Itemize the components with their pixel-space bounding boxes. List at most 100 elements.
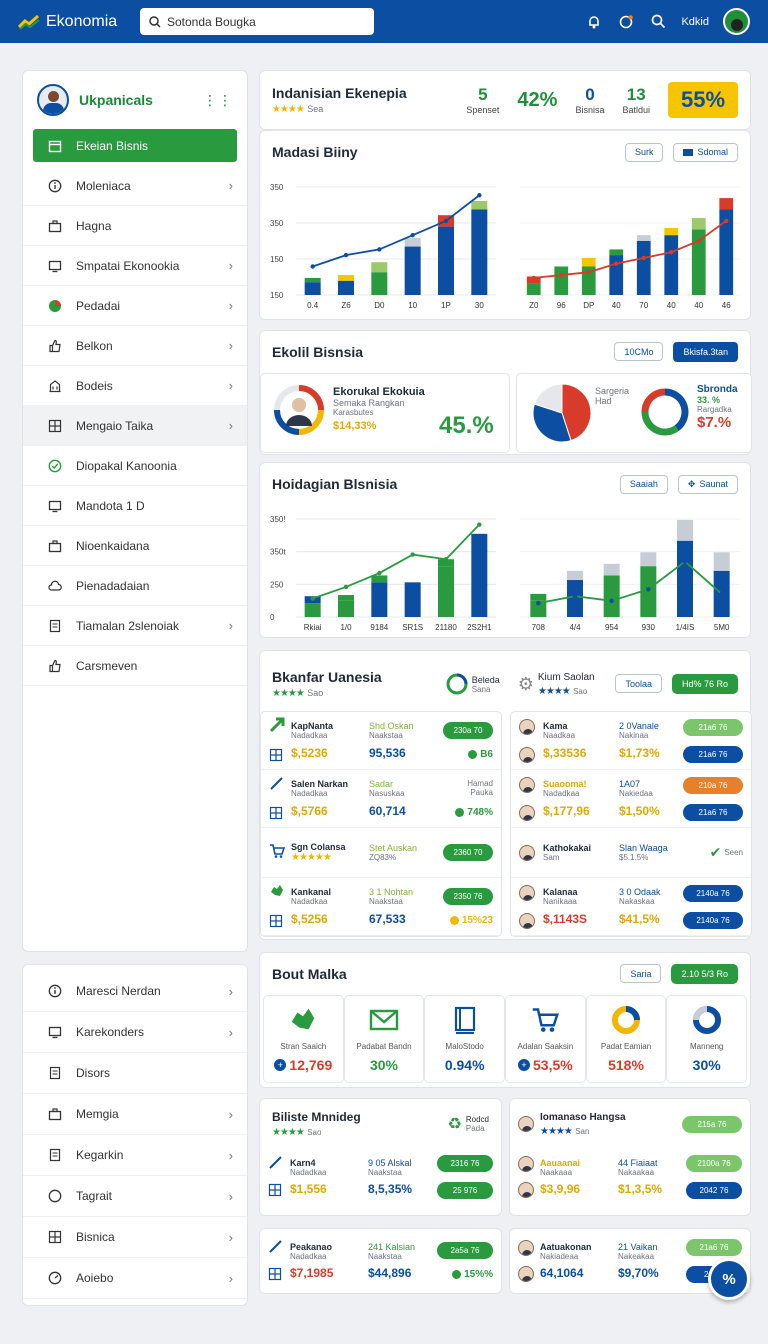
table-row[interactable]: Kalanaa Nanikaaa $,1143S 3 0 Odaak Nakaskaa $…	[511, 878, 751, 936]
bar[interactable]	[526, 283, 541, 295]
bar-segment[interactable]	[636, 235, 651, 241]
table-row[interactable]: Suaooma! Nadadkaa $,177,96 1A07 Nakiedaa $1,5…	[511, 770, 751, 828]
line-point[interactable]	[377, 247, 382, 252]
line-point[interactable]	[724, 218, 729, 224]
sidebar-item-6[interactable]: Bodeis ›	[23, 366, 247, 406]
sidebar-item-13[interactable]: Carsmeven	[23, 646, 247, 686]
table-view-button[interactable]: Toolaa	[615, 674, 662, 693]
metric-tile[interactable]: Manneng 30%	[666, 995, 748, 1083]
bar[interactable]	[530, 600, 547, 617]
avatar[interactable]	[37, 84, 69, 116]
sidebar-item-8[interactable]: Diopakal Kanoonia	[23, 446, 247, 486]
line-point[interactable]	[477, 522, 482, 527]
metric-tile[interactable]: Adalan Saaksin +53,5%	[505, 995, 586, 1083]
donut-slice[interactable]	[641, 411, 679, 436]
bar[interactable]	[304, 603, 321, 617]
table-row[interactable]: Kankanal Nadadkaa $,5256 3 1 Nohtan Naakstaa…	[261, 878, 501, 936]
line-point[interactable]	[343, 252, 349, 258]
line-point[interactable]	[377, 570, 382, 576]
user-name[interactable]: Kdkid	[681, 15, 709, 28]
bar[interactable]	[581, 266, 596, 296]
metric-tile[interactable]: Padabat Bandn 30%	[343, 995, 425, 1083]
lower-right-pill[interactable]: 215a 76	[682, 1115, 742, 1133]
pie-slice[interactable]	[561, 383, 592, 442]
bar[interactable]	[338, 600, 354, 617]
row-pill-a[interactable]: 2140a 76	[683, 884, 743, 902]
bar[interactable]	[471, 533, 488, 617]
sidebar-item-1[interactable]: Moleniaca ›	[23, 166, 247, 206]
bar[interactable]	[371, 272, 388, 295]
pie-slice[interactable]	[532, 403, 572, 443]
biz-action-button[interactable]: Bkisfa.3tan	[673, 342, 738, 362]
tiles-action-button[interactable]: 2.10 5/3 Ro	[671, 964, 738, 984]
sidebar-secondary-item-3[interactable]: Memgia ›	[23, 1094, 247, 1135]
row-pill-a[interactable]: 2100a 76	[686, 1155, 742, 1172]
table-action-button[interactable]: Hd% 76 Ro	[671, 674, 738, 694]
bar[interactable]	[719, 209, 734, 296]
bar[interactable]	[567, 580, 583, 617]
chart3-sort-button[interactable]: ✥ Saunat	[677, 474, 738, 494]
row-pill-b[interactable]: 2042 76	[686, 1182, 742, 1199]
row-pill[interactable]: 2360 70	[443, 844, 493, 861]
sidebar-item-0[interactable]: Ekeian Bisnis	[33, 129, 237, 162]
line-point[interactable]	[559, 272, 564, 278]
line-point[interactable]	[614, 261, 619, 266]
row-pill-a[interactable]: 21a6 76	[683, 718, 743, 736]
line-point[interactable]	[343, 584, 349, 590]
bar[interactable]	[371, 582, 388, 617]
line-point[interactable]	[410, 552, 415, 557]
sidebar-secondary-item-4[interactable]: Kegarkin ›	[23, 1135, 247, 1176]
bar[interactable]	[404, 582, 421, 617]
tiles-filter-button[interactable]: Saria	[620, 964, 662, 983]
bar[interactable]	[664, 235, 679, 295]
bar-segment[interactable]	[719, 198, 734, 210]
row-pill-a[interactable]: 2a5a 76	[437, 1242, 493, 1259]
chart3-filter-button[interactable]: Saaiah	[619, 474, 668, 494]
list-item[interactable]: Karn4 Nadadkaa $1,556 9 05 Alskal Naakstaa 8,…	[260, 1149, 501, 1205]
bar-segment[interactable]	[371, 262, 388, 273]
refresh-icon[interactable]	[617, 13, 635, 31]
bar[interactable]	[677, 540, 693, 617]
bar-segment[interactable]	[713, 552, 730, 571]
bar-segment[interactable]	[567, 570, 583, 581]
bar[interactable]	[471, 209, 488, 296]
line-point[interactable]	[646, 587, 651, 592]
bar-segment[interactable]	[471, 200, 488, 210]
sidebar-item-2[interactable]: Hagna	[23, 206, 247, 246]
sidebar-item-9[interactable]: Mandota 1 D	[23, 486, 247, 526]
search-input[interactable]	[167, 14, 357, 29]
app-logo[interactable]: Ekonomia	[18, 13, 140, 31]
row-pill-b[interactable]: 21a6 76	[683, 803, 743, 821]
line-point[interactable]	[410, 232, 415, 238]
line-point[interactable]	[682, 559, 688, 564]
metric-tile[interactable]: Padat Eamian 518%	[585, 995, 667, 1083]
bar-segment[interactable]	[554, 266, 569, 276]
bar-segment[interactable]	[404, 238, 421, 247]
row-pill[interactable]: 2350 76	[443, 887, 493, 905]
row-pill-b[interactable]: 2140a 76	[683, 911, 743, 929]
line-point[interactable]	[477, 193, 482, 198]
bar[interactable]	[438, 566, 454, 617]
list-item[interactable]: Aauaanai Naakaaa $3,9,96 44 Fiaiaat Nakaakaa…	[510, 1149, 750, 1205]
sidebar-secondary-item-0[interactable]: Maresci Nerdan ›	[23, 971, 247, 1012]
search-top-icon[interactable]	[649, 13, 667, 31]
line-point[interactable]	[536, 600, 541, 606]
line-point[interactable]	[310, 264, 315, 269]
sidebar-secondary-item-7[interactable]: Aoiebo ›	[23, 1258, 247, 1299]
user-avatar[interactable]	[723, 8, 750, 35]
table-row[interactable]: Sgn Colansa ★★★★★ Stet Auskan ZQ83% 2360 70	[261, 828, 501, 878]
sidebar-secondary-item-1[interactable]: Karekonders ›	[23, 1012, 247, 1053]
bar-segment[interactable]	[677, 519, 693, 541]
sidebar-item-7[interactable]: Mengaio Taika ›	[23, 406, 247, 446]
row-pill-b[interactable]: 21a6 76	[683, 745, 743, 763]
bar[interactable]	[603, 575, 620, 617]
more-icon[interactable]: ⋮⋮	[203, 91, 233, 108]
sidebar-item-5[interactable]: Belkon ›	[23, 326, 247, 366]
line-point[interactable]	[609, 598, 614, 604]
line-point[interactable]	[719, 591, 724, 597]
bar-segment[interactable]	[640, 552, 657, 567]
list-item[interactable]: Peakanao Nadadkaa $7,1985 241 Kalsian Naakst…	[260, 1229, 501, 1293]
line-point[interactable]	[696, 238, 701, 244]
bar[interactable]	[404, 246, 421, 295]
line-point[interactable]	[669, 250, 674, 255]
